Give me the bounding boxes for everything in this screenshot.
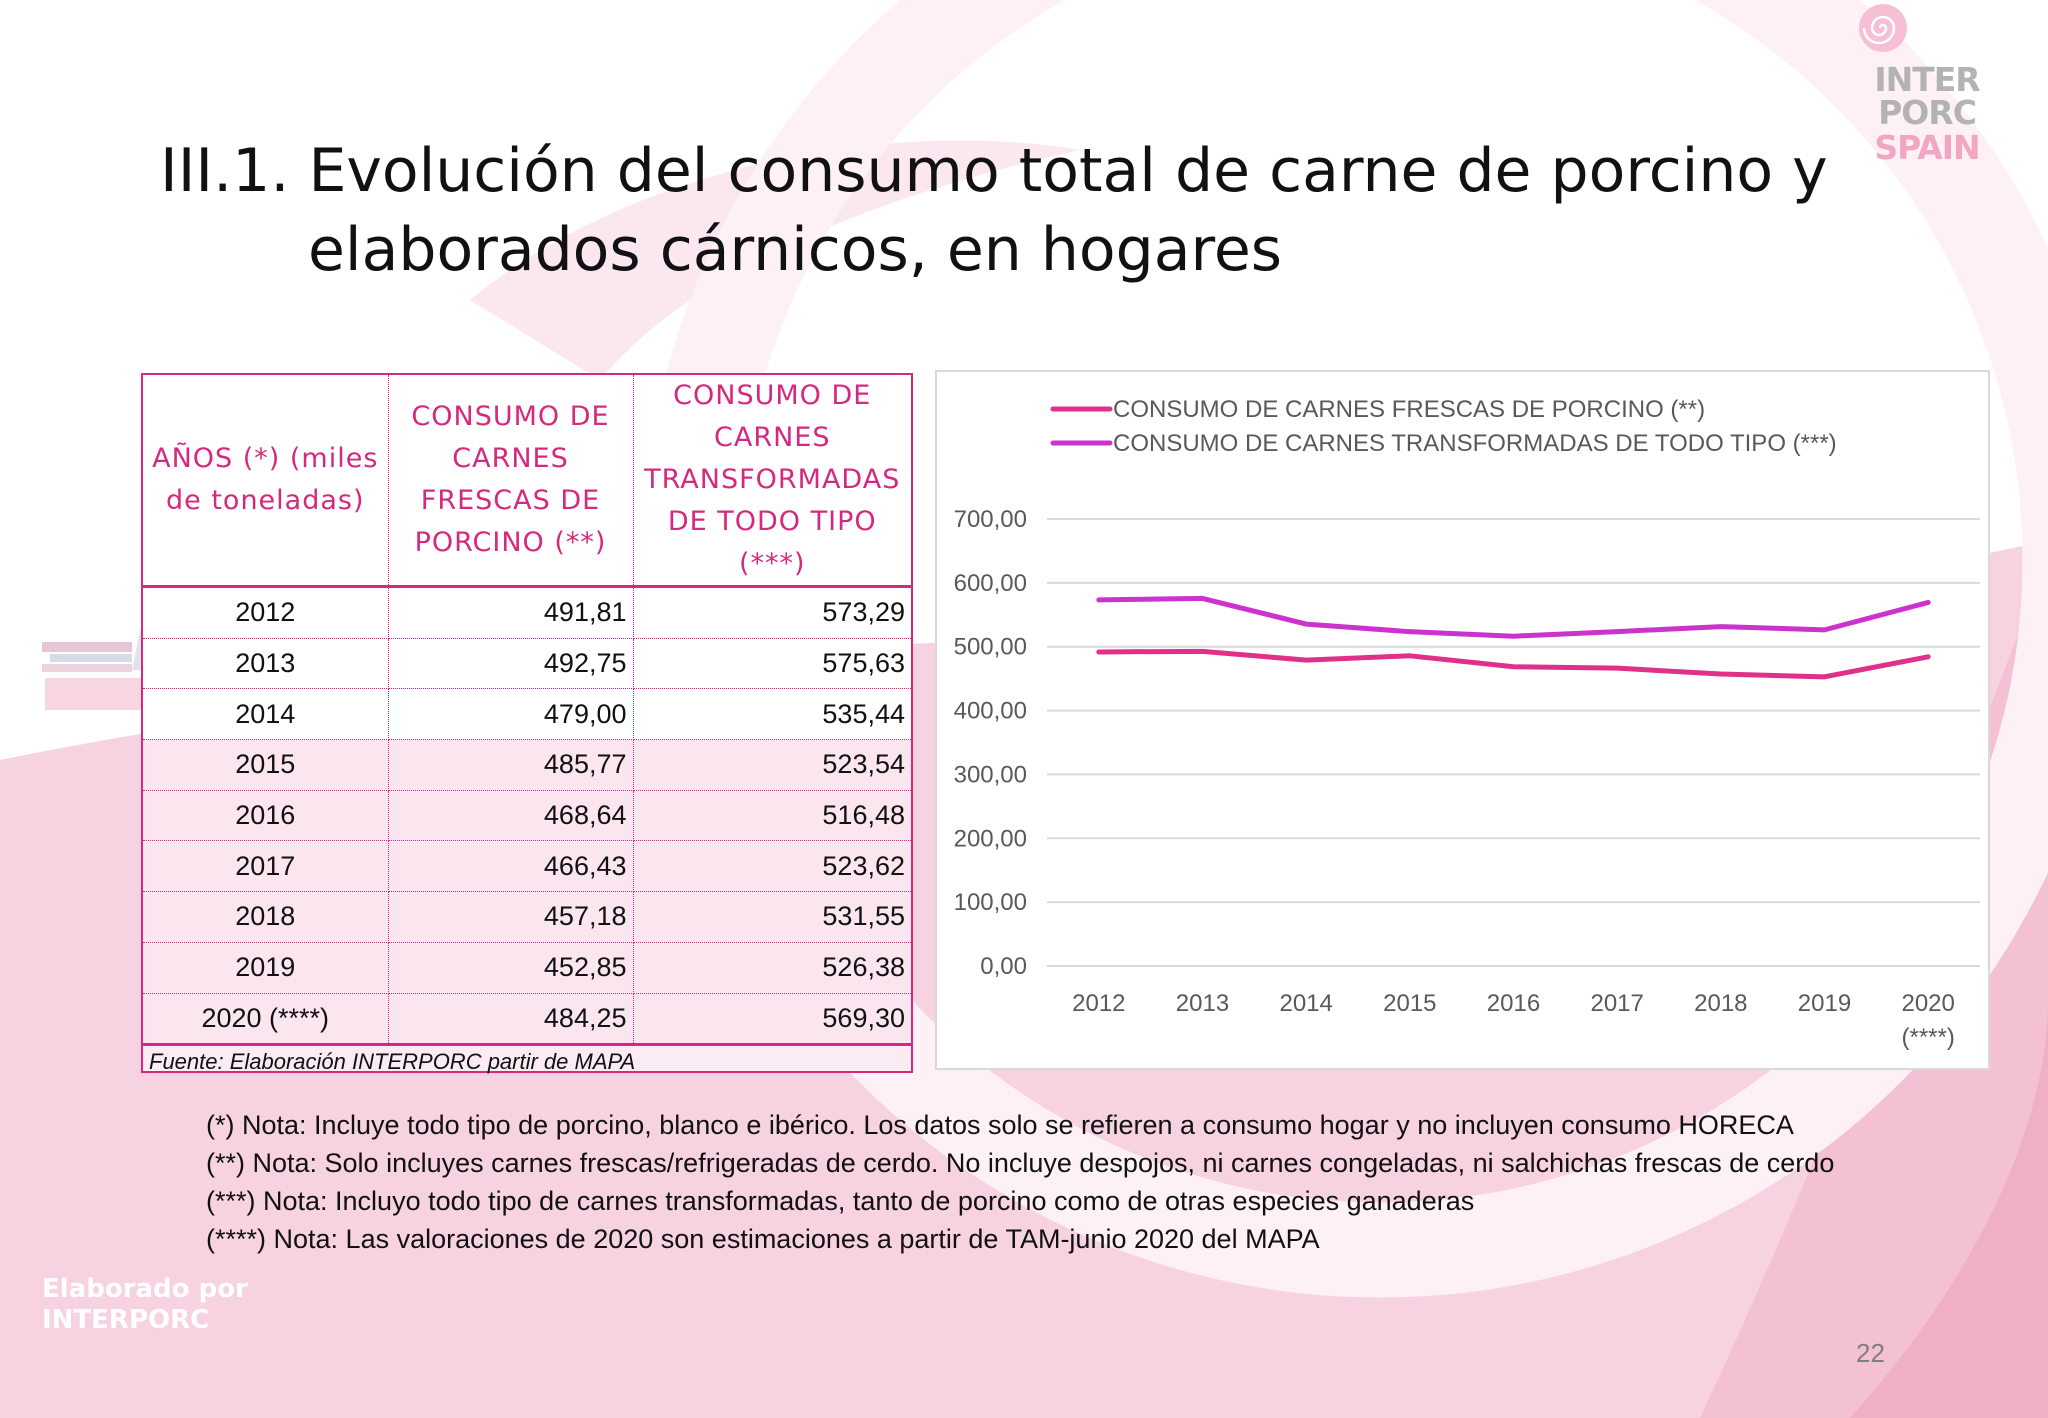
x-tick-label: 2020 <box>1901 990 1954 1017</box>
y-tick-label: 0,00 <box>980 953 1027 980</box>
y-tick-label: 700,00 <box>954 506 1027 533</box>
year-cell: 2018 <box>143 891 389 943</box>
fresh-pork-cell: 485,77 <box>388 739 634 791</box>
table-row: 2013 492,75 575,63 <box>143 638 911 690</box>
footer-credit: Elaborado por INTERPORC <box>42 1274 248 1336</box>
table-row: 2019 452,85 526,38 <box>143 942 911 994</box>
footer-credit-line-2: INTERPORC <box>42 1305 210 1335</box>
processed-meat-cell: 531,55 <box>633 891 911 943</box>
fresh-pork-cell: 479,00 <box>388 688 634 741</box>
footer-credit-line-1: Elaborado por <box>42 1274 248 1304</box>
fresh-pork-cell: 492,75 <box>388 638 634 690</box>
table-row: 2016 468,64 516,48 <box>143 790 911 842</box>
year-cell: 2014 <box>143 688 389 741</box>
table-row: 2015 485,77 523,54 <box>143 739 911 791</box>
x-tick-label-note: (****) <box>1901 1024 1954 1051</box>
year-cell: 2013 <box>143 638 389 690</box>
year-cell: 2012 <box>143 586 389 639</box>
logo-text-spain: SPAIN <box>1874 128 1980 167</box>
logo-text-porc: PORC <box>1878 93 1977 132</box>
spiral-logo-icon <box>1859 4 1907 52</box>
y-tick-label: 400,00 <box>954 698 1027 725</box>
footnote-3: (***) Nota: Incluyo todo tipo de carnes … <box>206 1186 1475 1216</box>
footnote-4: (****) Nota: Las valoraciones de 2020 so… <box>206 1224 1320 1254</box>
consumption-table: AÑOS (*) (miles de toneladas) CONSUMO DE… <box>141 373 913 1074</box>
table-row: 2014 479,00 535,44 <box>143 688 911 741</box>
x-tick-label: 2013 <box>1176 990 1229 1017</box>
series-line-1 <box>1096 648 1931 680</box>
header-processed-meat: CONSUMO DE CARNES TRANSFORMADAS DE TODO … <box>633 375 911 588</box>
table-header-row: AÑOS (*) (miles de toneladas) CONSUMO DE… <box>143 375 911 588</box>
processed-meat-cell: 573,29 <box>633 586 911 639</box>
table-row: 2018 457,18 531,55 <box>143 891 911 943</box>
series-line-2 <box>1096 595 1931 639</box>
processed-meat-cell: 526,38 <box>633 942 911 994</box>
processed-meat-cell: 575,63 <box>633 638 911 690</box>
line-chart: 0,00 100,00 200,00 300,00 400,00 500,00 600,00… <box>935 370 1990 1070</box>
x-tick-label: 2015 <box>1383 990 1436 1017</box>
processed-meat-cell: 523,62 <box>633 840 911 893</box>
processed-meat-cell: 516,48 <box>633 790 911 842</box>
x-tick-label: 2017 <box>1590 990 1643 1017</box>
logo-text-inter: INTER <box>1874 60 1980 99</box>
table-row: 2017 466,43 523,62 <box>143 840 911 893</box>
x-tick-label: 2019 <box>1798 990 1851 1017</box>
year-cell: 2016 <box>143 790 389 842</box>
legend-label: CONSUMO DE CARNES FRESCAS DE PORCINO (**… <box>1113 396 1705 423</box>
processed-meat-cell: 535,44 <box>633 688 911 741</box>
data-table: AÑOS (*) (miles de toneladas) CONSUMO DE… <box>143 375 911 1047</box>
interporc-logo: INTER PORC SPAIN <box>1852 0 2002 170</box>
y-tick-label: 100,00 <box>954 889 1027 916</box>
x-tick-label: 2016 <box>1487 990 1540 1017</box>
chart-svg: 0,00 100,00 200,00 300,00 400,00 500,00 600,00… <box>954 396 1980 1051</box>
header-years: AÑOS (*) (miles de toneladas) <box>143 375 389 588</box>
title-line-2: elaborados cárnicos, en hogares <box>308 215 1283 285</box>
footnote-1: (*) Nota: Incluye todo tipo de porcino, … <box>206 1110 1794 1140</box>
year-cell: 2017 <box>143 840 389 893</box>
y-tick-label: 500,00 <box>954 634 1027 661</box>
table-row: 2020 (****) 484,25 569,30 <box>143 993 911 1047</box>
slide-title: III.1. Evolución del consumo total de ca… <box>160 132 1860 290</box>
year-cell: 2019 <box>143 942 389 994</box>
processed-meat-cell: 569,30 <box>633 993 911 1047</box>
fresh-pork-cell: 491,81 <box>388 586 634 639</box>
x-tick-label: 2012 <box>1072 990 1125 1017</box>
footnote-2: (**) Nota: Solo incluyes carnes frescas/… <box>206 1148 1835 1178</box>
fresh-pork-cell: 457,18 <box>388 891 634 943</box>
title-line-1: III.1. Evolución del consumo total de ca… <box>160 136 1828 206</box>
processed-meat-cell: 523,54 <box>633 739 911 791</box>
y-tick-label: 600,00 <box>954 570 1027 597</box>
x-tick-label: 2018 <box>1694 990 1747 1017</box>
y-tick-label: 200,00 <box>954 825 1027 852</box>
header-fresh-pork: CONSUMO DE CARNES FRESCAS DE PORCINO (**… <box>388 375 634 588</box>
x-tick-label: 2014 <box>1279 990 1332 1017</box>
year-cell: 2015 <box>143 739 389 791</box>
fresh-pork-cell: 468,64 <box>388 790 634 842</box>
table-source: Fuente: Elaboración INTERPORC partir de … <box>149 1049 636 1075</box>
y-tick-label: 300,00 <box>954 761 1027 788</box>
table-row: 2012 491,81 573,29 <box>143 586 911 639</box>
page-number: 22 <box>1856 1338 1885 1368</box>
legend-label: CONSUMO DE CARNES TRANSFORMADAS DE TODO … <box>1113 430 1837 457</box>
footnotes: (*) Nota: Incluye todo tipo de porcino, … <box>206 1106 1834 1258</box>
year-cell: 2020 (****) <box>143 993 389 1047</box>
fresh-pork-cell: 466,43 <box>388 840 634 893</box>
fresh-pork-cell: 452,85 <box>388 942 634 994</box>
fresh-pork-cell: 484,25 <box>388 993 634 1047</box>
